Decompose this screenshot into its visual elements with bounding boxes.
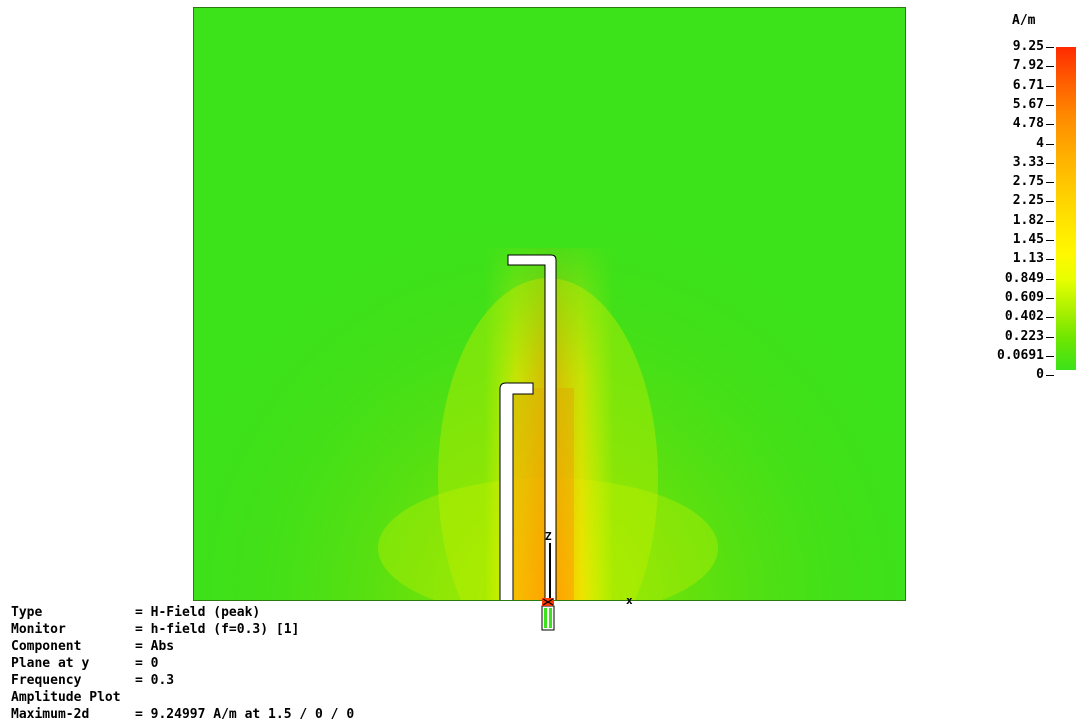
legend-tick-label: 3.33	[1012, 154, 1044, 170]
legend-tick-mark	[1046, 162, 1054, 164]
legend-tick-label: 1.45	[1012, 232, 1044, 247]
info-component-row: Component = Abs	[11, 638, 354, 655]
legend-unit: A/m	[1012, 13, 1036, 28]
info-amplitude-row: Amplitude Plot	[11, 690, 121, 705]
legend-tick-mark	[1046, 66, 1054, 68]
legend-tick-mark	[1046, 201, 1054, 203]
legend-tick-mark	[1046, 85, 1054, 87]
legend-tick-mark	[1046, 336, 1054, 338]
legend-tick-mark	[1046, 104, 1054, 106]
info-plane-row: Plane at y = 0	[11, 655, 354, 672]
legend-tick-label: 0.402	[1004, 309, 1044, 325]
legend-tick-mark	[1046, 143, 1054, 145]
legend-tick-label: 0.0691	[997, 347, 1044, 363]
field-plot[interactable]: Z	[193, 7, 906, 601]
info-frequency-row: Frequency = 0.3	[11, 672, 354, 689]
info-maximum-key: Maximum-2d	[11, 707, 90, 722]
info-plane-key: Plane at y	[11, 656, 90, 671]
field-plot-svg: Z	[194, 8, 905, 600]
info-frequency-key: Frequency	[11, 673, 82, 688]
legend-tick-mark	[1046, 259, 1054, 261]
x-axis-label: x	[626, 594, 633, 607]
legend-tick-label: 6.71	[1012, 77, 1044, 93]
legend-color-bar	[1056, 47, 1076, 370]
info-maximum-row: Maximum-2d = 9.24997 A/m at 1.5 / 0 / 0	[11, 706, 354, 723]
info-plane-value: = 0	[135, 656, 159, 671]
info-type-row: Type = H-Field (peak)	[11, 604, 354, 621]
legend-tick-label: 1.82	[1012, 212, 1044, 228]
info-component-value: = Abs	[135, 639, 175, 654]
legend-tick-label: 0.609	[1004, 289, 1044, 305]
plot-info-panel: Type = H-Field (peak) Monitor = h-field (f…	[11, 604, 354, 723]
info-type-key: Type	[11, 605, 43, 620]
antenna-short-element	[499, 382, 534, 600]
z-axis-label: Z	[545, 530, 552, 543]
feed-port	[541, 598, 555, 631]
info-monitor-key: Monitor	[11, 622, 66, 637]
legend-tick-label: 0.223	[1004, 328, 1044, 344]
legend-tick-mark	[1046, 182, 1054, 184]
legend-tick-mark	[1046, 124, 1054, 126]
legend-tick-mark	[1046, 355, 1054, 357]
legend-tick-mark	[1046, 47, 1054, 48]
legend-tick-mark	[1046, 317, 1054, 319]
info-monitor-row: Monitor = h-field (f=0.3) [1]	[11, 621, 354, 638]
legend-tick-mark	[1046, 375, 1054, 377]
info-type-value: = H-Field (peak)	[135, 605, 261, 620]
legend-tick-mark	[1046, 220, 1054, 222]
legend-tick-label: 2.25	[1012, 193, 1044, 209]
info-maximum-value: = 9.24997 A/m at 1.5 / 0 / 0	[135, 707, 355, 722]
legend-tick-mark	[1046, 278, 1054, 280]
antenna-long-element	[507, 254, 557, 600]
legend-tick-mark	[1046, 240, 1054, 241]
legend-tick-label: 4	[1036, 135, 1044, 151]
legend-tick-label: 9.25	[1012, 39, 1044, 54]
legend-tick-label: 4.78	[1012, 116, 1044, 132]
legend-tick-label: 0	[1036, 367, 1044, 383]
info-frequency-value: = 0.3	[135, 673, 175, 688]
legend-tick-label: 0.849	[1004, 270, 1044, 286]
field-hot-core	[514, 388, 574, 600]
info-monitor-value: = h-field (f=0.3) [1]	[135, 622, 300, 637]
legend-tick-label: 5.67	[1012, 96, 1044, 112]
legend-tick-mark	[1046, 297, 1054, 299]
info-component-key: Component	[11, 639, 82, 654]
legend-tick-label: 7.92	[1012, 58, 1044, 74]
legend-tick-label: 2.75	[1012, 174, 1044, 190]
legend-tick-label: 1.13	[1012, 251, 1044, 267]
